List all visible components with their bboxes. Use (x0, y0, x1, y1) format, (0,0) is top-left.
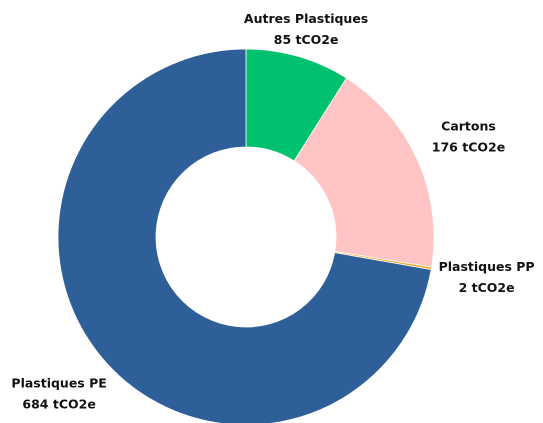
slice-label: Plastiques PP (439, 259, 535, 274)
slice-label: Plastiques PE (11, 375, 106, 390)
donut-slice (293, 77, 435, 268)
slice-value-label: 176 tCO2e (432, 139, 505, 154)
slice-label: Cartons (441, 118, 496, 133)
donut-slice (57, 48, 432, 423)
slice-value-label: 85 tCO2e (274, 32, 339, 47)
slice-value-label: 2 tCO2e (459, 280, 515, 295)
slice-value-label: 684 tCO2e (22, 396, 95, 411)
slice-label: Autres Plastiques (244, 11, 368, 26)
